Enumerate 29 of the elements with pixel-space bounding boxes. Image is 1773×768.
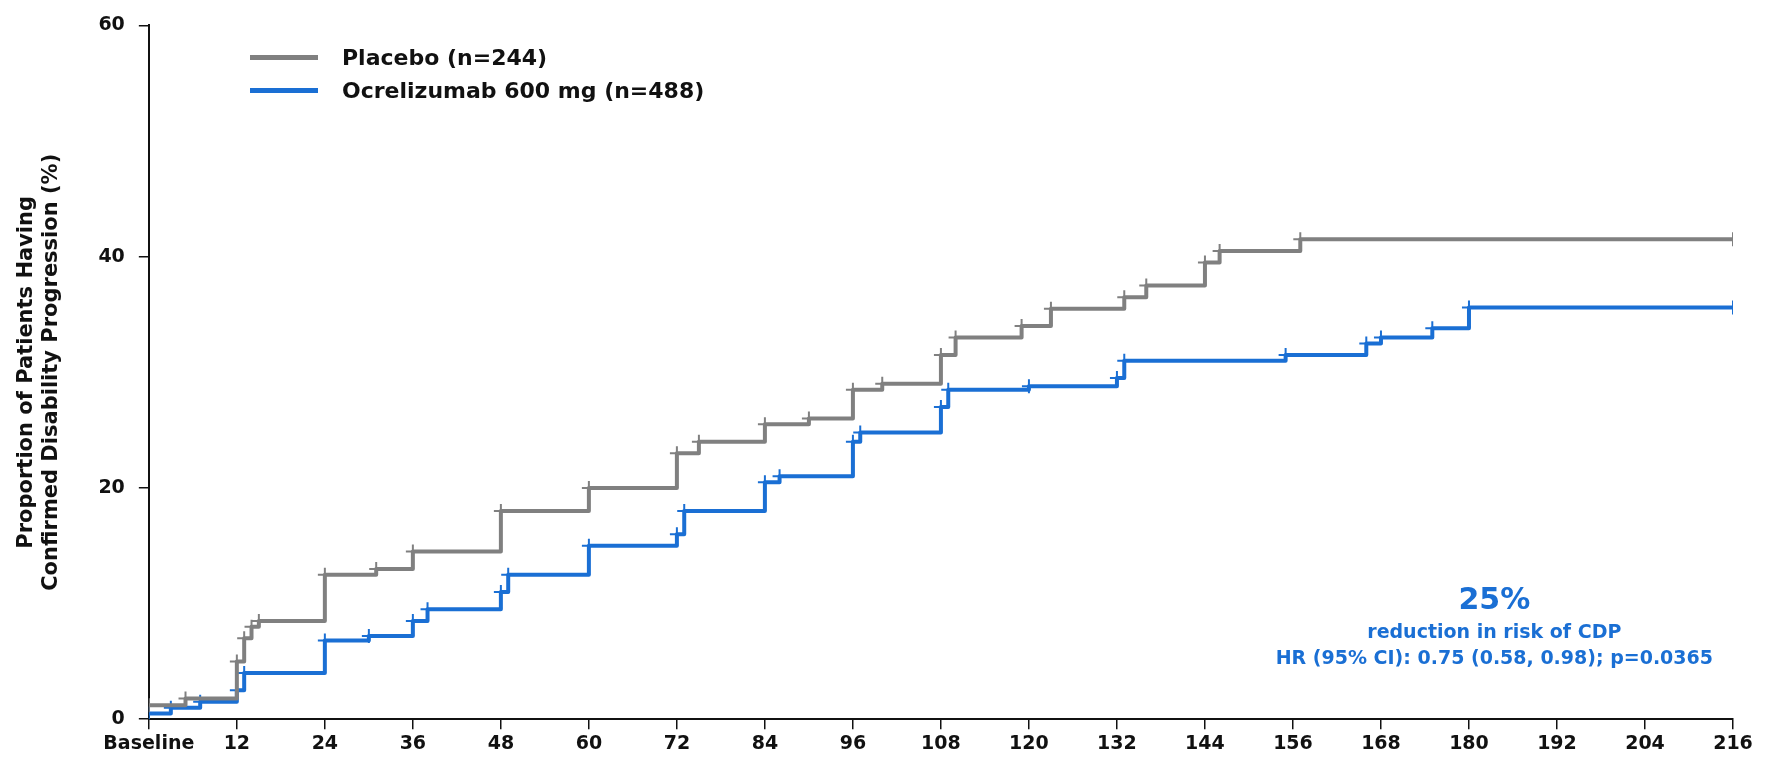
x-tick-label: 216 [1713, 730, 1753, 753]
annotation: HR (95% CI): 0.75 (0.58, 0.98); p=0.0365 [1275, 646, 1713, 668]
y-tick-label: 20 [98, 474, 125, 497]
y-axis-title: Proportion of Patients Having Confirmed Disability Progression (%) [13, 153, 63, 591]
x-tick-label: 204 [1625, 730, 1665, 753]
x-tick-label: 108 [921, 730, 961, 753]
x-tick-label: 36 [399, 730, 427, 753]
x-tick-label: 156 [1273, 730, 1313, 753]
y-tick-label: 40 [98, 243, 125, 266]
x-tick-label: 72 [663, 730, 691, 753]
legend-label: Ocrelizumab 600 mg (n=488) [342, 78, 705, 103]
x-tick-label: 132 [1097, 730, 1137, 753]
y-tick-label: 60 [98, 12, 125, 35]
x-tick-label: 96 [839, 730, 867, 753]
x-tick-label: Baseline [103, 730, 195, 753]
legend-label: Placebo (n=244) [342, 45, 548, 70]
x-tick-label: 144 [1185, 730, 1225, 753]
x-tick-label: 84 [751, 730, 779, 753]
annotation: 25% [1457, 581, 1532, 616]
y-tick-label: 0 [111, 706, 125, 729]
x-tick-label: 168 [1361, 730, 1401, 753]
annotation: reduction in risk of CDP [1366, 620, 1623, 642]
x-tick-label: 12 [223, 730, 251, 753]
x-tick-label: 180 [1449, 730, 1489, 753]
x-tick-label: 48 [487, 730, 515, 753]
x-tick-label: 120 [1009, 730, 1049, 753]
x-tick-label: 60 [575, 730, 603, 753]
x-tick-label: 192 [1537, 730, 1577, 753]
x-tick-label: 24 [311, 730, 339, 753]
